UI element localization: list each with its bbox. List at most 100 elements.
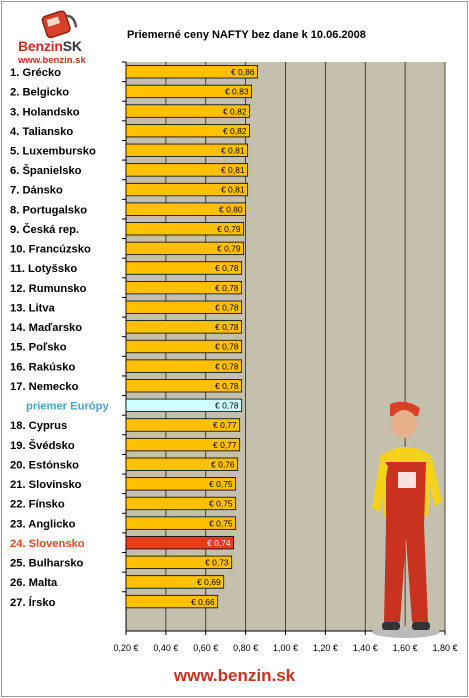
bar-value-label: € 0,78: [215, 263, 239, 273]
bar-value-label: € 0,74: [207, 538, 231, 548]
bar-value-label: € 0,79: [217, 244, 241, 254]
bar: [125, 261, 243, 275]
category-label: 11. Lotyšsko: [10, 263, 77, 275]
category-label: 19. Švédsko: [10, 439, 75, 452]
bar-value-label: € 0,73: [205, 558, 229, 568]
bar-value-label: € 0,78: [215, 342, 239, 352]
x-tick-label: 0,80 €: [233, 643, 258, 653]
bar-value-label: € 0,76: [211, 459, 235, 469]
bar: [125, 182, 249, 197]
category-label: 4. Taliansko: [10, 126, 73, 138]
bar: [125, 496, 237, 511]
bar-value-label: € 0,83: [225, 87, 249, 97]
x-tick-label: 1,00 €: [273, 643, 298, 653]
bar-value-label: € 0,78: [215, 322, 239, 332]
bar-value-label: € 0,81: [221, 185, 245, 195]
bar: [125, 457, 239, 471]
bar: [125, 575, 225, 589]
bar: [125, 418, 241, 432]
category-label: 22. Fínsko: [10, 499, 65, 511]
category-label: 15. Poľsko: [10, 342, 67, 354]
category-label: 27. Írsko: [10, 596, 56, 609]
bar: [125, 437, 241, 452]
x-tick-label: 1,80 €: [432, 643, 457, 653]
category-label: 9. Česká rep.: [10, 223, 79, 236]
category-label: 14. Maďarsko: [10, 322, 82, 334]
bar-value-label: € 0,78: [215, 302, 239, 312]
bar-value-label: € 0,80: [219, 204, 243, 214]
bar-value-label: € 0,78: [215, 401, 239, 411]
bar-value-label: € 0,79: [217, 224, 241, 234]
bar-value-label: € 0,86: [231, 67, 255, 77]
logo-url: www.benzin.sk: [18, 55, 86, 66]
bar-value-label: € 0,78: [215, 283, 239, 293]
bar-value-label: € 0,82: [223, 106, 247, 116]
logo-wordmark: BenzinSK: [18, 38, 82, 54]
category-label: 25. Bulharsko: [10, 558, 84, 570]
bar: [125, 65, 258, 79]
x-tick-label: 1,60 €: [393, 643, 418, 653]
category-label: 2. Belgicko: [10, 87, 69, 99]
category-label: 6. Španielsko: [10, 164, 82, 177]
bar-value-label: € 0,82: [223, 126, 247, 136]
category-label: 12. Rumunsko: [10, 283, 87, 295]
bar: [125, 300, 243, 314]
category-label: 13. Litva: [10, 302, 56, 314]
x-tick-label: 0,40 €: [153, 643, 178, 653]
bar: [125, 555, 233, 569]
category-label: 20. Estónsko: [10, 459, 79, 471]
bar: [125, 320, 243, 334]
category-label: priemer Európy: [26, 401, 109, 413]
category-label: 10. Francúzsko: [10, 244, 91, 256]
category-label: 5. Luxembursko: [10, 145, 96, 157]
bar: [125, 379, 243, 393]
benzin-sk-logo[interactable]: BenzinSK www.benzin.sk: [16, 8, 96, 66]
bar: [125, 398, 243, 413]
bar: [125, 536, 235, 550]
bar: [125, 84, 253, 99]
category-label: 1. Grécko: [10, 67, 61, 79]
bar-value-label: € 0,78: [215, 381, 239, 391]
category-label: 26. Malta: [10, 577, 58, 589]
bar: [125, 516, 237, 530]
gas-station-worker-mascot: [372, 401, 442, 638]
category-label: 21. Slovinsko: [10, 479, 82, 491]
bar: [125, 280, 243, 295]
category-label: 7. Dánsko: [10, 185, 63, 197]
bar-value-label: € 0,81: [221, 145, 245, 155]
category-label: 16. Rakúsko: [10, 361, 75, 373]
category-label: 18. Cyprus: [10, 420, 67, 432]
x-tick-label: 1,20 €: [313, 643, 338, 653]
bar: [125, 241, 245, 256]
bar: [125, 202, 247, 216]
bar-value-label: € 0,77: [213, 440, 237, 450]
bar-value-label: € 0,75: [209, 518, 233, 528]
x-tick-label: 0,20 €: [113, 643, 138, 653]
bar: [125, 163, 249, 177]
bar: [125, 339, 243, 354]
bar-value-label: € 0,81: [221, 165, 245, 175]
x-tick-label: 0,60 €: [193, 643, 218, 653]
bar-value-label: € 0,66: [191, 597, 215, 607]
bar: [125, 143, 249, 157]
bar-value-label: € 0,77: [213, 420, 237, 430]
category-label: 23. Anglicko: [10, 518, 76, 530]
footer-site-url[interactable]: www.benzin.sk: [173, 666, 296, 685]
bar: [125, 222, 245, 236]
bar: [125, 594, 219, 609]
category-label: 8. Portugalsko: [10, 204, 87, 216]
bar-value-label: € 0,69: [197, 577, 221, 587]
bar-value-label: € 0,75: [209, 479, 233, 489]
fuel-pump-icon: [41, 10, 78, 39]
category-label: 17. Nemecko: [10, 381, 79, 393]
bar: [125, 359, 243, 373]
bar: [125, 124, 251, 138]
category-label: 3. Holandsko: [10, 106, 80, 118]
bar: [125, 104, 251, 118]
bar-value-label: € 0,78: [215, 361, 239, 371]
x-tick-label: 1,40 €: [353, 643, 378, 653]
category-label: 24. Slovensko: [10, 538, 85, 550]
bar-value-label: € 0,75: [209, 499, 233, 509]
